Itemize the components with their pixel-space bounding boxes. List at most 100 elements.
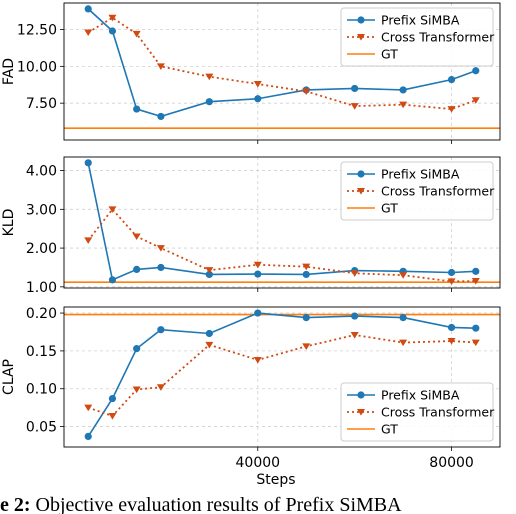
y-tick-label: 0.20 [26, 306, 57, 322]
prefix-simba-point [351, 312, 359, 320]
cross-transformer-point [132, 30, 141, 38]
prefix-simba-point [205, 270, 213, 279]
prefix-simba-point [84, 159, 92, 167]
cross-transformer-point [471, 339, 480, 347]
cross-transformer-point [84, 404, 93, 412]
prefix-simba-point [254, 309, 262, 317]
y-tick-label: 12.50 [17, 23, 57, 39]
cross-transformer-point [399, 101, 408, 109]
prefix-simba-point [254, 95, 262, 103]
legend: Prefix SiMBA Cross Transformer GT [340, 382, 495, 442]
prefix-simba-point [84, 432, 92, 441]
legend-label-prefix-simba: Prefix SiMBA [381, 388, 460, 403]
legend-label-gt: GT [381, 201, 398, 216]
figure-caption: e 2: Objective evaluation results of Pre… [0, 496, 516, 514]
legend-cross-marker [357, 409, 365, 416]
cross-transformer-point [447, 278, 456, 286]
cross-transformer-point [399, 272, 408, 279]
cross-transformer-point [447, 338, 456, 345]
legend-cross-marker [357, 34, 365, 41]
y-axis-label: FAD [1, 58, 17, 85]
cross-transformer-point [108, 412, 117, 420]
prefix-simba-point [302, 313, 310, 322]
prefix-simba-point [133, 105, 141, 113]
cross-transformer-point [205, 341, 214, 349]
legend: Prefix SiMBA Cross Transformer GT [340, 7, 495, 67]
cross-transformer-point [108, 206, 117, 213]
prefix-simba-point [472, 267, 480, 275]
cross-transformer-point [302, 343, 311, 350]
prefix-simba-point [447, 268, 456, 277]
legend-box [340, 7, 494, 67]
cross-transformer-point [156, 63, 165, 70]
legend-label-gt: GT [381, 422, 398, 437]
cross-transformer-point [350, 332, 359, 339]
cross-transformer-point [205, 73, 214, 81]
legend-label-prefix-simba: Prefix SiMBA [381, 13, 460, 28]
cross-transformer-point [132, 233, 141, 241]
prefix-simba-point [133, 345, 141, 353]
prefix-simba-point [472, 324, 480, 332]
cross-transformer-point [302, 263, 311, 271]
cross-transformer-point [156, 245, 165, 252]
legend-cross-marker [357, 188, 365, 195]
prefix-simba-point [108, 27, 117, 35]
cross-transformer-point [253, 81, 262, 88]
panel-kld: 1.00 2.00 3.00 4.00 KLD Prefix SiMBA Cross Tra… [1, 156, 501, 296]
y-tick-label: 2.00 [26, 241, 57, 257]
y-tick-label: 7.50 [26, 96, 57, 112]
prefix-simba-point [84, 5, 92, 13]
cross-transformer-point [471, 97, 480, 104]
y-axis-label: CLAP [1, 359, 17, 395]
y-tick-label: 0.15 [26, 344, 57, 360]
prefix-simba-point [472, 67, 480, 75]
caption-label: e 2: [0, 496, 31, 514]
cross-transformer-point [471, 278, 480, 285]
panel-clap: 0.05 0.10 0.15 0.20 CLAP Prefix SiMBA Cross Tr… [1, 306, 501, 451]
prefix-simba-point [399, 313, 407, 322]
y-tick-label: 1.00 [26, 280, 57, 296]
prefix-simba-point [447, 323, 456, 332]
cross-transformer-point [108, 14, 117, 22]
y-tick-label: 0.05 [26, 420, 57, 436]
prefix-simba-point [302, 270, 310, 279]
axes-frame [63, 2, 501, 141]
prefix-simba-point [254, 270, 262, 278]
prefix-simba-point [157, 112, 165, 121]
prefix-simba-point [108, 276, 117, 284]
legend-prefix-marker [357, 16, 365, 24]
x-tick-label: 80000 [429, 455, 474, 471]
axes-frame [63, 306, 501, 448]
legend-label-gt: GT [381, 47, 398, 62]
cross-transformer-point [350, 103, 359, 110]
prefix-simba-point [157, 326, 165, 334]
x-tick-label: 40000 [236, 455, 281, 471]
prefix-simba-point [399, 86, 407, 94]
y-tick-label: 4.00 [26, 164, 57, 180]
cross-transformer-point [302, 88, 311, 95]
prefix-simba-point [351, 84, 359, 93]
cross-transformer-point [84, 237, 93, 244]
y-tick-label: 0.10 [26, 382, 57, 398]
prefix-simba-point [447, 76, 456, 84]
x-axis-label: Steps [256, 472, 295, 488]
legend-prefix-marker [357, 391, 365, 399]
legend-label-cross-transformer: Cross Transformer [381, 184, 495, 199]
prefix-simba-point [157, 263, 165, 272]
prefix-simba-point [108, 394, 117, 403]
panel-fad: 7.50 10.00 12.50 FAD Prefix SiMBA Cross Trans… [1, 2, 501, 144]
prefix-simba-point [205, 329, 213, 338]
prefix-simba-point [205, 98, 213, 106]
cross-transformer-point [156, 384, 165, 391]
legend: Prefix SiMBA Cross Transformer GT [340, 161, 495, 221]
caption-text: Objective evaluation results of Prefix S… [35, 496, 402, 514]
cross-transformer-line [87, 207, 476, 283]
legend-box [340, 161, 494, 221]
y-tick-label: 3.00 [26, 202, 57, 218]
cross-transformer-point [205, 267, 214, 274]
axes-frame [63, 156, 501, 289]
prefix-simba-point [133, 265, 141, 273]
cross-transformer-point [399, 339, 408, 347]
cross-transformer-point [132, 386, 141, 394]
